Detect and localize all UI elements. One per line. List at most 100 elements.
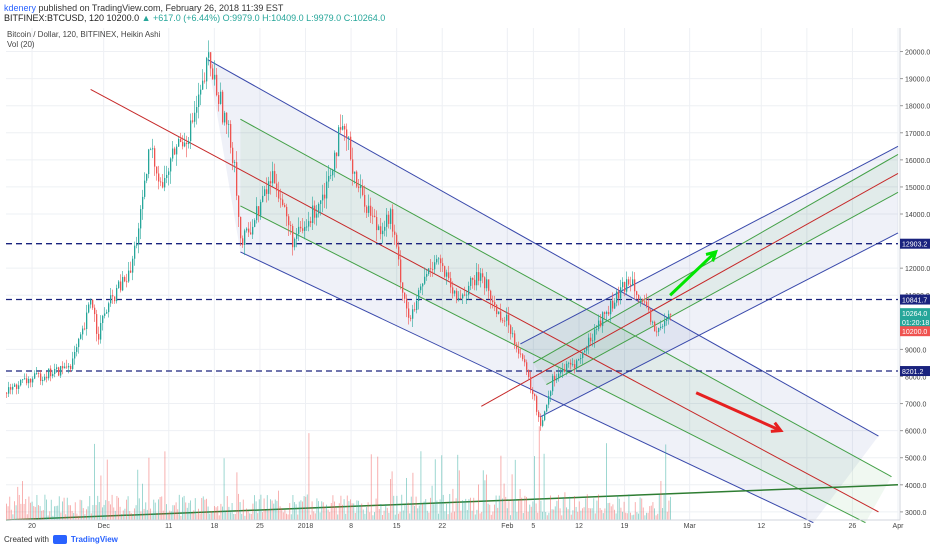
- volume-bar: [646, 512, 647, 520]
- volume-bar: [263, 498, 265, 520]
- candle-body: [464, 294, 466, 296]
- candle-body: [580, 358, 582, 360]
- tradingview-logo-icon: [52, 535, 67, 544]
- volume-bar: [239, 502, 241, 520]
- candle-body: [192, 120, 194, 122]
- volume-bar: [196, 514, 198, 520]
- candle-body: [202, 80, 204, 90]
- candle-body: [120, 281, 122, 291]
- candle-body: [46, 376, 48, 379]
- candle-body: [296, 233, 298, 239]
- volume-bar: [449, 493, 451, 520]
- volume-bar: [465, 498, 467, 520]
- candle-body: [160, 181, 162, 183]
- volume-bar: [489, 504, 491, 520]
- candle-body: [322, 194, 324, 201]
- volume-bar: [159, 496, 161, 520]
- price-badge-label: 8201.2: [902, 369, 924, 376]
- volume-bar: [583, 507, 585, 520]
- candle-body: [584, 350, 586, 353]
- volume-bar: [84, 514, 86, 520]
- volume-bar: [548, 512, 550, 520]
- volume-bar: [351, 503, 353, 520]
- tradingview-brand[interactable]: TradingView: [70, 535, 118, 544]
- volume-bar: [294, 502, 295, 520]
- candle-body: [658, 328, 660, 332]
- volume-bar: [614, 509, 615, 520]
- price-badge-label: 10841.7: [902, 298, 927, 305]
- candle-body: [570, 362, 572, 365]
- ohlc-values: O:9979.0 H:10409.0 L:9979.0 C:10264.0: [222, 13, 386, 23]
- candle-body: [112, 295, 114, 297]
- volume-bar: [175, 502, 177, 520]
- candle-body: [564, 369, 566, 372]
- volume-bar: [156, 512, 158, 520]
- author-name[interactable]: kdenery: [4, 3, 37, 13]
- volume-bar: [81, 500, 83, 520]
- volume-bar: [546, 515, 548, 520]
- volume-bar: [538, 426, 540, 520]
- time-tick-label: 26: [849, 523, 857, 530]
- price-tick-label: 16000.0: [905, 158, 930, 165]
- volume-bar: [34, 506, 36, 520]
- last-price: 10200.0: [106, 13, 140, 23]
- volume-bar: [495, 495, 497, 520]
- volume-bar: [466, 510, 468, 520]
- candle-body: [252, 226, 254, 235]
- volume-bar: [559, 508, 561, 520]
- volume-bar: [476, 509, 478, 520]
- volume-bar: [503, 483, 505, 520]
- candle-body: [438, 258, 440, 260]
- candle-body: [398, 246, 400, 260]
- volume-bar: [348, 501, 350, 520]
- price-tick-label: 20000.0: [905, 50, 930, 57]
- volume-bar: [174, 505, 175, 520]
- volume-bar: [119, 506, 121, 520]
- volume-bar: [201, 498, 203, 520]
- volume-bar: [39, 506, 41, 520]
- volume-bar: [26, 514, 28, 520]
- price-badge-countdown: [900, 317, 930, 328]
- candle-body: [574, 364, 576, 369]
- volume-bar: [182, 497, 183, 520]
- candle-body: [248, 228, 250, 233]
- volume-bar: [297, 514, 299, 520]
- volume-bar: [185, 502, 187, 520]
- volume-bar: [382, 514, 383, 520]
- candle-body: [666, 318, 668, 322]
- volume-bar: [49, 511, 51, 520]
- candle-body: [124, 277, 126, 282]
- candle-body: [264, 189, 266, 196]
- candle-body: [380, 226, 382, 235]
- candle-body: [16, 384, 18, 389]
- candle-body: [582, 352, 584, 359]
- volume-bar: [396, 495, 398, 520]
- volume-bar: [242, 499, 244, 520]
- candle-body: [504, 320, 506, 322]
- candle-body: [344, 126, 346, 130]
- axis-layer: 20000.0 19000.0 18000.0 17000.0 16000.0 15000…: [6, 28, 930, 530]
- volume-bar: [287, 514, 289, 520]
- candle-body: [412, 309, 414, 319]
- candle-body: [218, 95, 220, 104]
- volume-bar: [255, 501, 257, 520]
- price-tick-label: 8000.0: [905, 374, 927, 381]
- candle-body: [164, 177, 166, 188]
- candle-body: [256, 206, 258, 221]
- candle-body: [432, 268, 434, 270]
- candle-body: [284, 205, 286, 207]
- volume-bar: [364, 513, 366, 520]
- volume-bar: [534, 456, 535, 520]
- volume-bar: [103, 504, 105, 520]
- candle-body: [468, 285, 470, 295]
- candle-body: [238, 195, 240, 217]
- candle-body: [592, 340, 594, 342]
- candle-body: [622, 282, 624, 288]
- volume-bar: [618, 498, 620, 520]
- volume-bar: [537, 512, 539, 520]
- volume-bar: [463, 501, 465, 520]
- candle-body: [424, 276, 426, 284]
- volume-bar: [212, 511, 214, 520]
- candle-body: [148, 149, 150, 175]
